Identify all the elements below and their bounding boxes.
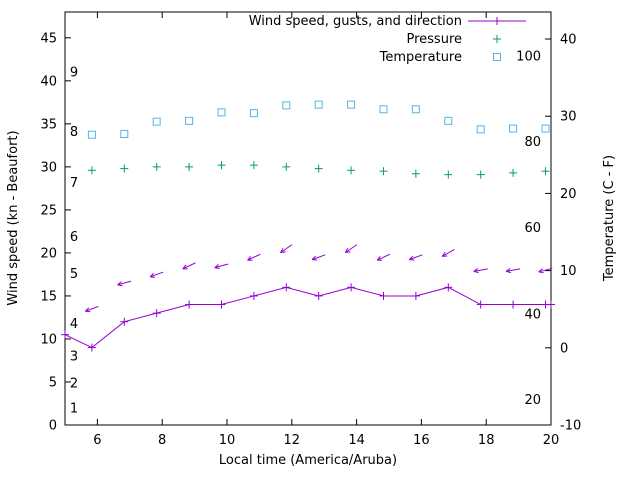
- svg-text:16: 16: [413, 433, 430, 448]
- y-right-axis-title: Temperature (C - F): [602, 155, 617, 282]
- svg-text:20: 20: [40, 246, 57, 261]
- plot-border: [64, 11, 552, 426]
- series-pressure: [87, 161, 550, 179]
- x-axis-ticks: 6 8 10 12 14 16 18 20: [93, 12, 559, 448]
- svg-text:10: 10: [560, 264, 577, 279]
- svg-text:15: 15: [40, 289, 57, 304]
- y-left-ticks: 0 5 10 15 20 25 30 35 40 45: [40, 31, 71, 434]
- legend-label-pressure: Pressure: [406, 32, 462, 47]
- svg-text:100: 100: [516, 50, 541, 65]
- y-right-ticks: -10 0 10 20 30 40: [545, 33, 581, 434]
- x-axis-title: Local time (America/Aruba): [219, 453, 397, 468]
- svg-text:2: 2: [70, 376, 78, 391]
- svg-text:20: 20: [560, 187, 577, 202]
- svg-text:7: 7: [70, 176, 78, 191]
- beaufort-scale-labels: 1 2 3 4 5 6 7 8 9: [70, 66, 78, 417]
- svg-text:0: 0: [560, 341, 568, 356]
- legend-label-wind: Wind speed, gusts, and direction: [249, 14, 462, 29]
- svg-text:25: 25: [40, 203, 57, 218]
- series-temperature: [87, 100, 550, 139]
- svg-text:30: 30: [40, 160, 57, 175]
- svg-text:1: 1: [70, 401, 78, 416]
- svg-text:-10: -10: [560, 419, 581, 434]
- series-wind-gust-direction: [84, 244, 553, 313]
- svg-text:14: 14: [348, 433, 365, 448]
- svg-text:8: 8: [70, 125, 78, 140]
- svg-text:12: 12: [284, 433, 301, 448]
- svg-text:4: 4: [70, 317, 78, 332]
- svg-text:40: 40: [560, 33, 577, 48]
- svg-text:5: 5: [49, 375, 57, 390]
- fahrenheit-scale-labels: 20 40 60 80 100: [516, 50, 541, 409]
- svg-text:10: 10: [40, 332, 57, 347]
- svg-text:10: 10: [219, 433, 236, 448]
- y-left-axis-title: Wind speed (kn - Beaufort): [6, 130, 21, 305]
- svg-text:6: 6: [93, 433, 101, 448]
- svg-text:35: 35: [40, 117, 57, 132]
- svg-text:0: 0: [49, 419, 57, 434]
- svg-text:45: 45: [40, 31, 57, 46]
- series-wind-speed-gusts-and-direction: [61, 283, 555, 352]
- svg-text:30: 30: [560, 110, 577, 125]
- legend-samples: [468, 17, 526, 61]
- chart-generated-layer: 6 8 10 12 14 16 18 20051015202530354045-1001020…: [40, 11, 581, 448]
- svg-text:20: 20: [543, 433, 560, 448]
- svg-text:18: 18: [478, 433, 495, 448]
- svg-text:5: 5: [70, 267, 78, 282]
- svg-text:40: 40: [524, 307, 541, 322]
- svg-text:60: 60: [524, 221, 541, 236]
- legend-label-temperature: Temperature: [379, 50, 462, 65]
- svg-text:8: 8: [158, 433, 166, 448]
- svg-text:20: 20: [524, 393, 541, 408]
- svg-text:3: 3: [70, 350, 78, 365]
- svg-text:40: 40: [40, 74, 57, 89]
- svg-text:6: 6: [70, 230, 78, 245]
- svg-text:9: 9: [70, 66, 78, 81]
- svg-text:80: 80: [524, 135, 541, 150]
